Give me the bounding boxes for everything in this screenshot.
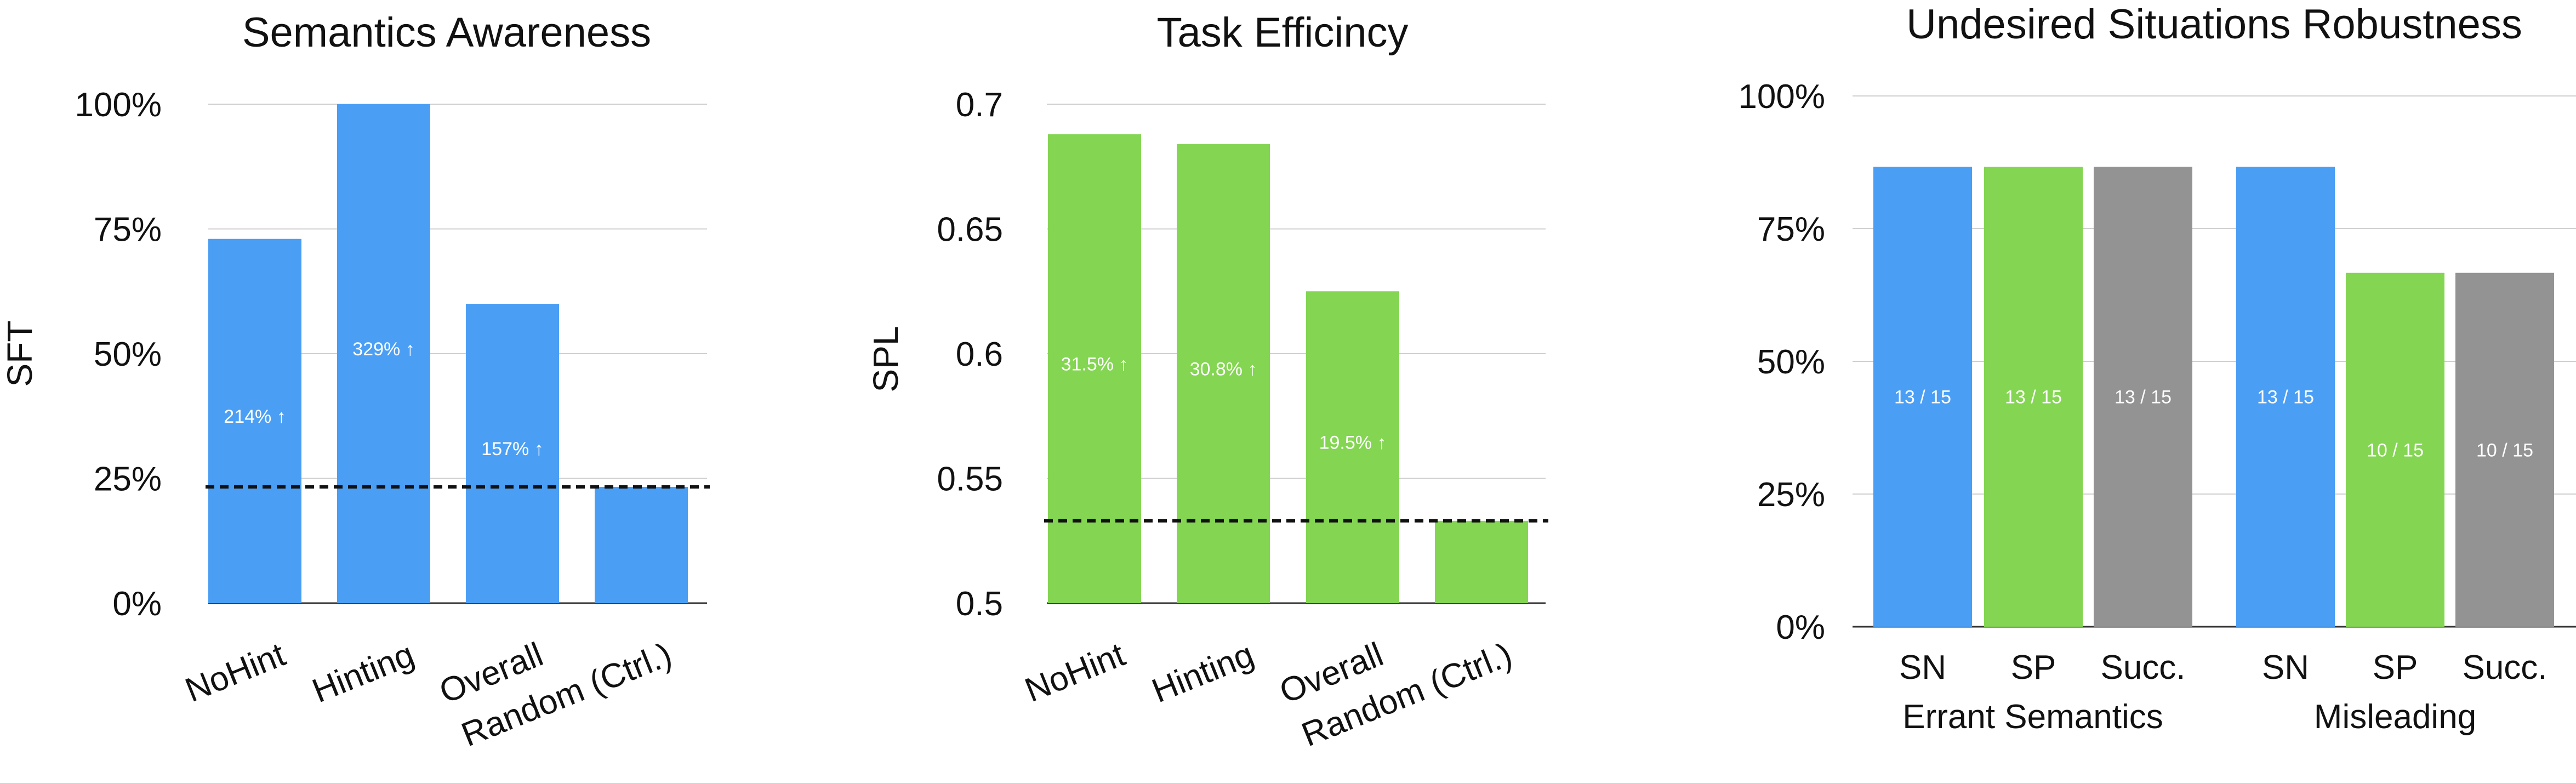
bar xyxy=(595,486,688,603)
bar xyxy=(1984,167,2083,627)
chart-panel-efficiency: Task Efficincy SPL 0.5 0.55 0.6 0.65 0.7 31.5% … xyxy=(866,9,1548,754)
y-tick-label: 0.65 xyxy=(937,211,1003,249)
y-tick-label: 0.5 xyxy=(956,585,1003,623)
x-tick-label: SP xyxy=(2373,649,2418,686)
group-label: Misleading xyxy=(2314,698,2476,736)
bar xyxy=(2455,273,2554,627)
bar-value-label: 214% ↑ xyxy=(224,406,286,427)
y-tick-label: 0.55 xyxy=(937,461,1003,498)
y-axis-label: SFT xyxy=(0,321,39,387)
x-tick-label: Succ. xyxy=(2100,649,2185,686)
y-tick-label: 25% xyxy=(94,461,162,498)
x-tick-label: Hinting xyxy=(1147,636,1259,710)
y-tick-label: 0% xyxy=(112,585,162,623)
x-tick-label: NoHint xyxy=(1020,636,1131,710)
bar xyxy=(2346,273,2444,627)
bar-value-label: 13 / 15 xyxy=(2005,387,2062,408)
bar xyxy=(1873,167,1972,627)
bar-value-label: 10 / 15 xyxy=(2367,440,2424,461)
x-tick-label: Hinting xyxy=(307,636,419,710)
bar xyxy=(2236,167,2335,627)
bar-value-label: 10 / 15 xyxy=(2476,440,2533,461)
bar xyxy=(1306,291,1399,603)
y-tick-label: 50% xyxy=(1757,343,1825,381)
y-axis-label: SPL xyxy=(866,326,905,393)
x-tick-label: SN xyxy=(2262,649,2309,686)
bar-value-label: 13 / 15 xyxy=(2257,387,2314,408)
chart-panel-robustness: Undesired Situations Robustness 0% 25% 50% 7… xyxy=(1738,1,2576,736)
chart-title: Task Efficincy xyxy=(1157,9,1409,56)
y-tick-label: 0.6 xyxy=(956,336,1003,373)
y-tick-label: 25% xyxy=(1757,476,1825,514)
bar xyxy=(1177,144,1270,603)
y-tick-label: 50% xyxy=(94,336,162,373)
bar-value-label: 31.5% ↑ xyxy=(1061,354,1129,375)
group-label: Errant Semantics xyxy=(1902,698,2163,736)
bar-value-label: 19.5% ↑ xyxy=(1319,433,1387,453)
bar xyxy=(466,304,559,603)
bar xyxy=(1048,134,1141,604)
y-tick-label: 0.7 xyxy=(956,86,1003,124)
x-tick-label: SN xyxy=(1899,649,1946,686)
chart-title: Undesired Situations Robustness xyxy=(1906,1,2522,48)
y-tick-label: 100% xyxy=(1738,78,1825,116)
bar-value-label: 13 / 15 xyxy=(2115,387,2172,408)
x-tick-label: NoHint xyxy=(180,636,291,710)
bar xyxy=(2094,167,2192,627)
y-tick-label: 100% xyxy=(75,86,162,124)
y-tick-label: 75% xyxy=(1757,211,1825,248)
bar xyxy=(1435,520,1528,603)
x-tick-label: SP xyxy=(2011,649,2056,686)
bar-value-label: 30.8% ↑ xyxy=(1190,359,1257,379)
bar-value-label: 157% ↑ xyxy=(481,439,543,459)
chart-panel-semantics: Semantics Awareness SFT 0% 25% 50% 75% 100% 214… xyxy=(0,9,710,754)
bar-value-label: 329% ↑ xyxy=(352,339,414,360)
bar-value-label: 13 / 15 xyxy=(1894,387,1951,408)
x-tick-label: Succ. xyxy=(2462,649,2547,686)
bar xyxy=(337,104,430,603)
y-tick-label: 0% xyxy=(1776,609,1825,646)
y-tick-label: 75% xyxy=(94,211,162,249)
chart-title: Semantics Awareness xyxy=(242,9,651,56)
bar xyxy=(208,239,301,603)
